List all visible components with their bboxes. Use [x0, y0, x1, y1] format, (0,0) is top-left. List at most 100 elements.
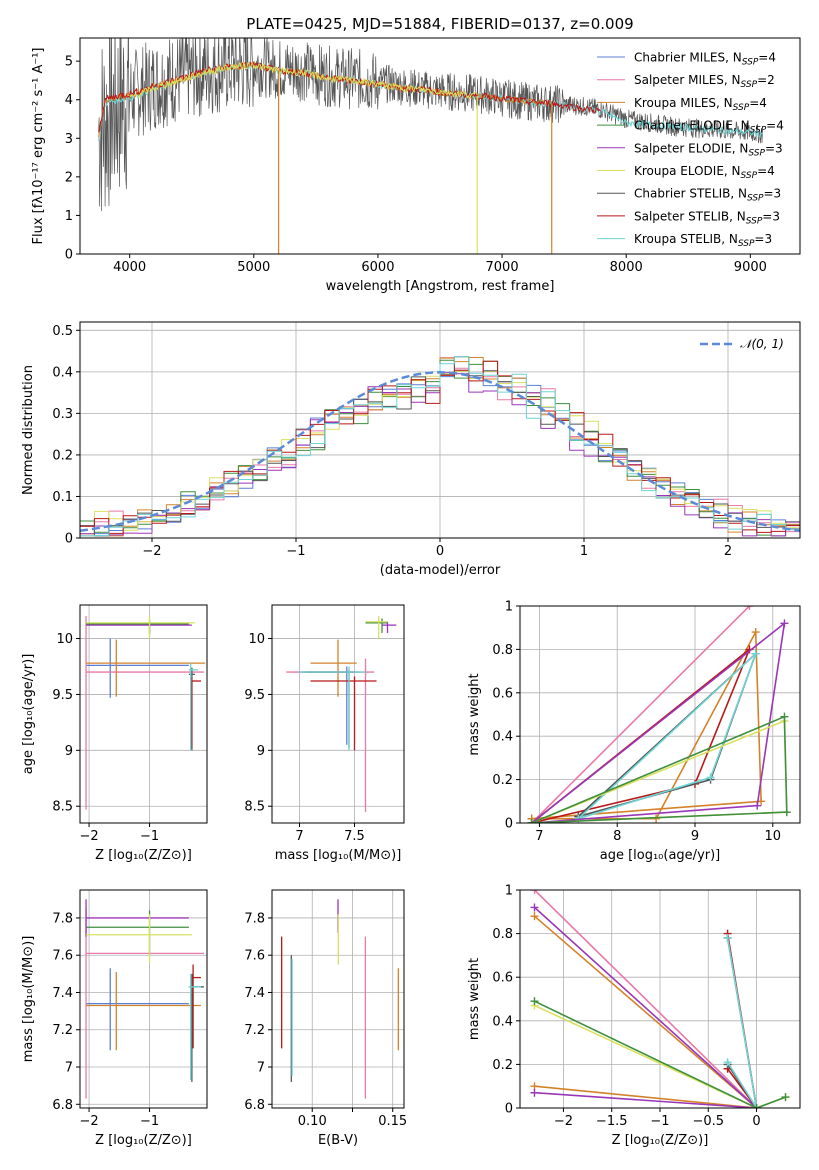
legend-label-salpeter-miles: Salpeter MILES, NSSP=2 [634, 73, 775, 90]
y-axis-label: Normed distribution [21, 365, 36, 495]
y-axis-label: mass [log₁₀(M/M⊙)] [21, 936, 36, 1063]
x-tick-label: 1 [580, 544, 588, 559]
weight-line-kroupa-miles [531, 631, 762, 820]
marks-age-vs-mass [286, 616, 397, 812]
x-tick-label: 2 [724, 544, 732, 559]
y-tick-label: 0.6 [492, 971, 513, 986]
y-tick-label: 0.8 [492, 927, 513, 942]
y-tick-label: 7.4 [52, 986, 73, 1001]
plot-frame [79, 889, 208, 1109]
x-axis-label: Z [log₁₀(Z/Z⊙)] [95, 1133, 192, 1148]
y-tick-label: 0.4 [492, 1014, 513, 1029]
axes-age-vs-z [80, 605, 207, 823]
x-tick-label: 4000 [113, 260, 146, 275]
legend-label-chabrier-elodie: Chabrier ELODIE, NSSP=4 [634, 119, 784, 136]
legend-label-gaussian: 𝒩(0, 1) [740, 337, 784, 351]
x-tick-label: 10 [765, 829, 782, 844]
y-axis-label: Flux [fλ10⁻¹⁷ erg cm⁻² s⁻¹ A⁻¹] [31, 48, 46, 245]
x-tick-label: −0.5 [692, 1114, 724, 1129]
x-tick-label: 7.5 [344, 829, 365, 844]
y-tick-label: 9.5 [52, 688, 73, 703]
x-tick-label: −2 [79, 829, 98, 844]
weight-line-salpeter-miles [531, 606, 750, 823]
weight-point-kroupa-miles [530, 912, 539, 921]
frame-spectrum: 4000 5000 6000 7000 8000 9000 0 1 2 3 4 5 wavelength… [31, 15, 801, 294]
axes-weight-vs-z [520, 889, 800, 1109]
x-tick-label: −2 [79, 1114, 98, 1129]
y-tick-label: 7 [257, 1061, 265, 1076]
y-tick-label: 10 [248, 632, 265, 647]
weight-line-chabrier-elodie [531, 715, 788, 823]
y-tick-label: 0.3 [52, 407, 73, 422]
marks-residuals [80, 356, 800, 537]
y-axis-label: age [log₁₀(age/yr)] [21, 654, 36, 775]
plot-frame [79, 37, 801, 255]
legend: Chabrier MILES, NSSP=4 Salpeter MILES, NS… [597, 51, 784, 249]
hist-kroupa-stelib [80, 356, 800, 537]
marks-spectrum [98, 38, 763, 254]
x-tick-label: 0.15 [378, 1114, 407, 1129]
x-axis-label: (data-model)/error [380, 563, 501, 578]
chart-title: PLATE=0425, MJD=51884, FIBERID=0137, z=0… [246, 15, 633, 33]
legend-label-salpeter-stelib: Salpeter STELIB, NSSP=3 [634, 209, 780, 226]
weight-point-chabrier-elodie [781, 1093, 790, 1102]
x-tick-label: 9000 [734, 260, 767, 275]
frame-age-vs-mass: 7 7.5 8.5 9 9.5 10 mass [log₁₀(M/M⊙)] [244, 604, 405, 863]
y-tick-label: 6.8 [52, 1098, 73, 1113]
y-tick-label: 0.1 [52, 490, 73, 505]
model-line-salpeter-stelib [98, 62, 602, 132]
y-tick-label: 7 [65, 1061, 73, 1076]
weight-point-salpeter-elodie [530, 903, 539, 912]
weight-point-salpeter-miles [530, 890, 539, 894]
weight-point-kroupa-stelib [751, 649, 760, 658]
y-tick-label: 7.6 [244, 949, 265, 964]
marks-weight-vs-age [527, 606, 791, 823]
y-tick-label: 0 [505, 817, 513, 832]
y-tick-label: 0.4 [52, 365, 73, 380]
x-tick-label: 7 [535, 829, 543, 844]
frame-mass-vs-ebv: 0.10 0.15 6.8 7 7.2 7.4 7.6 7.8 E(B-V) [244, 889, 407, 1148]
y-tick-label: 0.2 [492, 1058, 513, 1073]
x-tick-label: 8000 [610, 260, 643, 275]
x-axis-label: Z [log₁₀(Z/Z⊙)] [612, 1133, 709, 1148]
weight-point-chabrier-elodie [530, 997, 539, 1006]
weight-line-kroupa-stelib [726, 937, 758, 1108]
y-tick-label: 0.6 [492, 686, 513, 701]
legend-label-kroupa-stelib: Kroupa STELIB, NSSP=3 [634, 232, 772, 249]
marks-mass-vs-z [85, 899, 204, 1099]
y-tick-label: 0.5 [52, 324, 73, 339]
plot-frame [271, 604, 405, 824]
y-tick-label: 9.5 [244, 688, 265, 703]
y-tick-label: 8.5 [244, 800, 265, 815]
x-tick-label: −1 [650, 1114, 669, 1129]
frame-residuals: −2 −1 0 1 2 0 0.1 0.2 0.3 0.4 0.5 (data-model)/erro… [21, 321, 801, 578]
axes-mass-vs-z [80, 890, 207, 1108]
frame-weight-vs-age: 7 8 9 10 0 0.2 0.4 0.6 0.8 1 age [log₁₀(age/yr)] ma… [467, 600, 801, 863]
frame-mass-vs-z: −2 −1 6.8 7 7.2 7.4 7.6 7.8 Z [log₁₀(Z/Z⊙)] mass … [21, 889, 208, 1148]
y-tick-label: 7.4 [244, 986, 265, 1001]
marks-mass-vs-ebv [281, 899, 400, 1099]
y-tick-label: 5 [65, 55, 73, 70]
weight-point-salpeter-elodie [530, 1088, 539, 1097]
y-tick-label: 7.2 [244, 1023, 265, 1038]
weight-point-salpeter-elodie [753, 801, 762, 810]
gaussian-curve [80, 371, 800, 532]
y-tick-label: 0.2 [492, 773, 513, 788]
x-tick-label: 7000 [486, 260, 519, 275]
legend: 𝒩(0, 1) [700, 337, 784, 351]
frame-weight-vs-z: −2 −1.5 −1 −0.5 0 0 0.2 0.4 0.6 0.8 1 Z [log₁₀(Z/Z⊙… [467, 884, 801, 1148]
weight-line-salpeter-elodie [533, 906, 758, 1108]
legend-label-kroupa-elodie: Kroupa ELODIE, NSSP=4 [634, 164, 775, 181]
y-tick-label: 8.5 [52, 800, 73, 815]
x-tick-label: 0 [436, 544, 444, 559]
weight-point-chabrier-elodie [752, 1104, 761, 1108]
y-tick-label: 0.2 [52, 448, 73, 463]
y-tick-label: 0 [65, 248, 73, 263]
axes-mass-vs-ebv [272, 890, 404, 1108]
frame-age-vs-z: −2 −1 8.5 9 9.5 10 Z [log₁₀(Z/Z⊙)] age [log₁₀(a… [21, 604, 208, 863]
y-tick-label: 3 [65, 132, 73, 147]
axes-age-vs-mass [272, 605, 404, 823]
y-axis-label: mass weight [467, 673, 482, 755]
weight-point-chabrier-elodie [527, 819, 536, 823]
x-axis-label: age [log₁₀(age/yr)] [600, 848, 721, 863]
